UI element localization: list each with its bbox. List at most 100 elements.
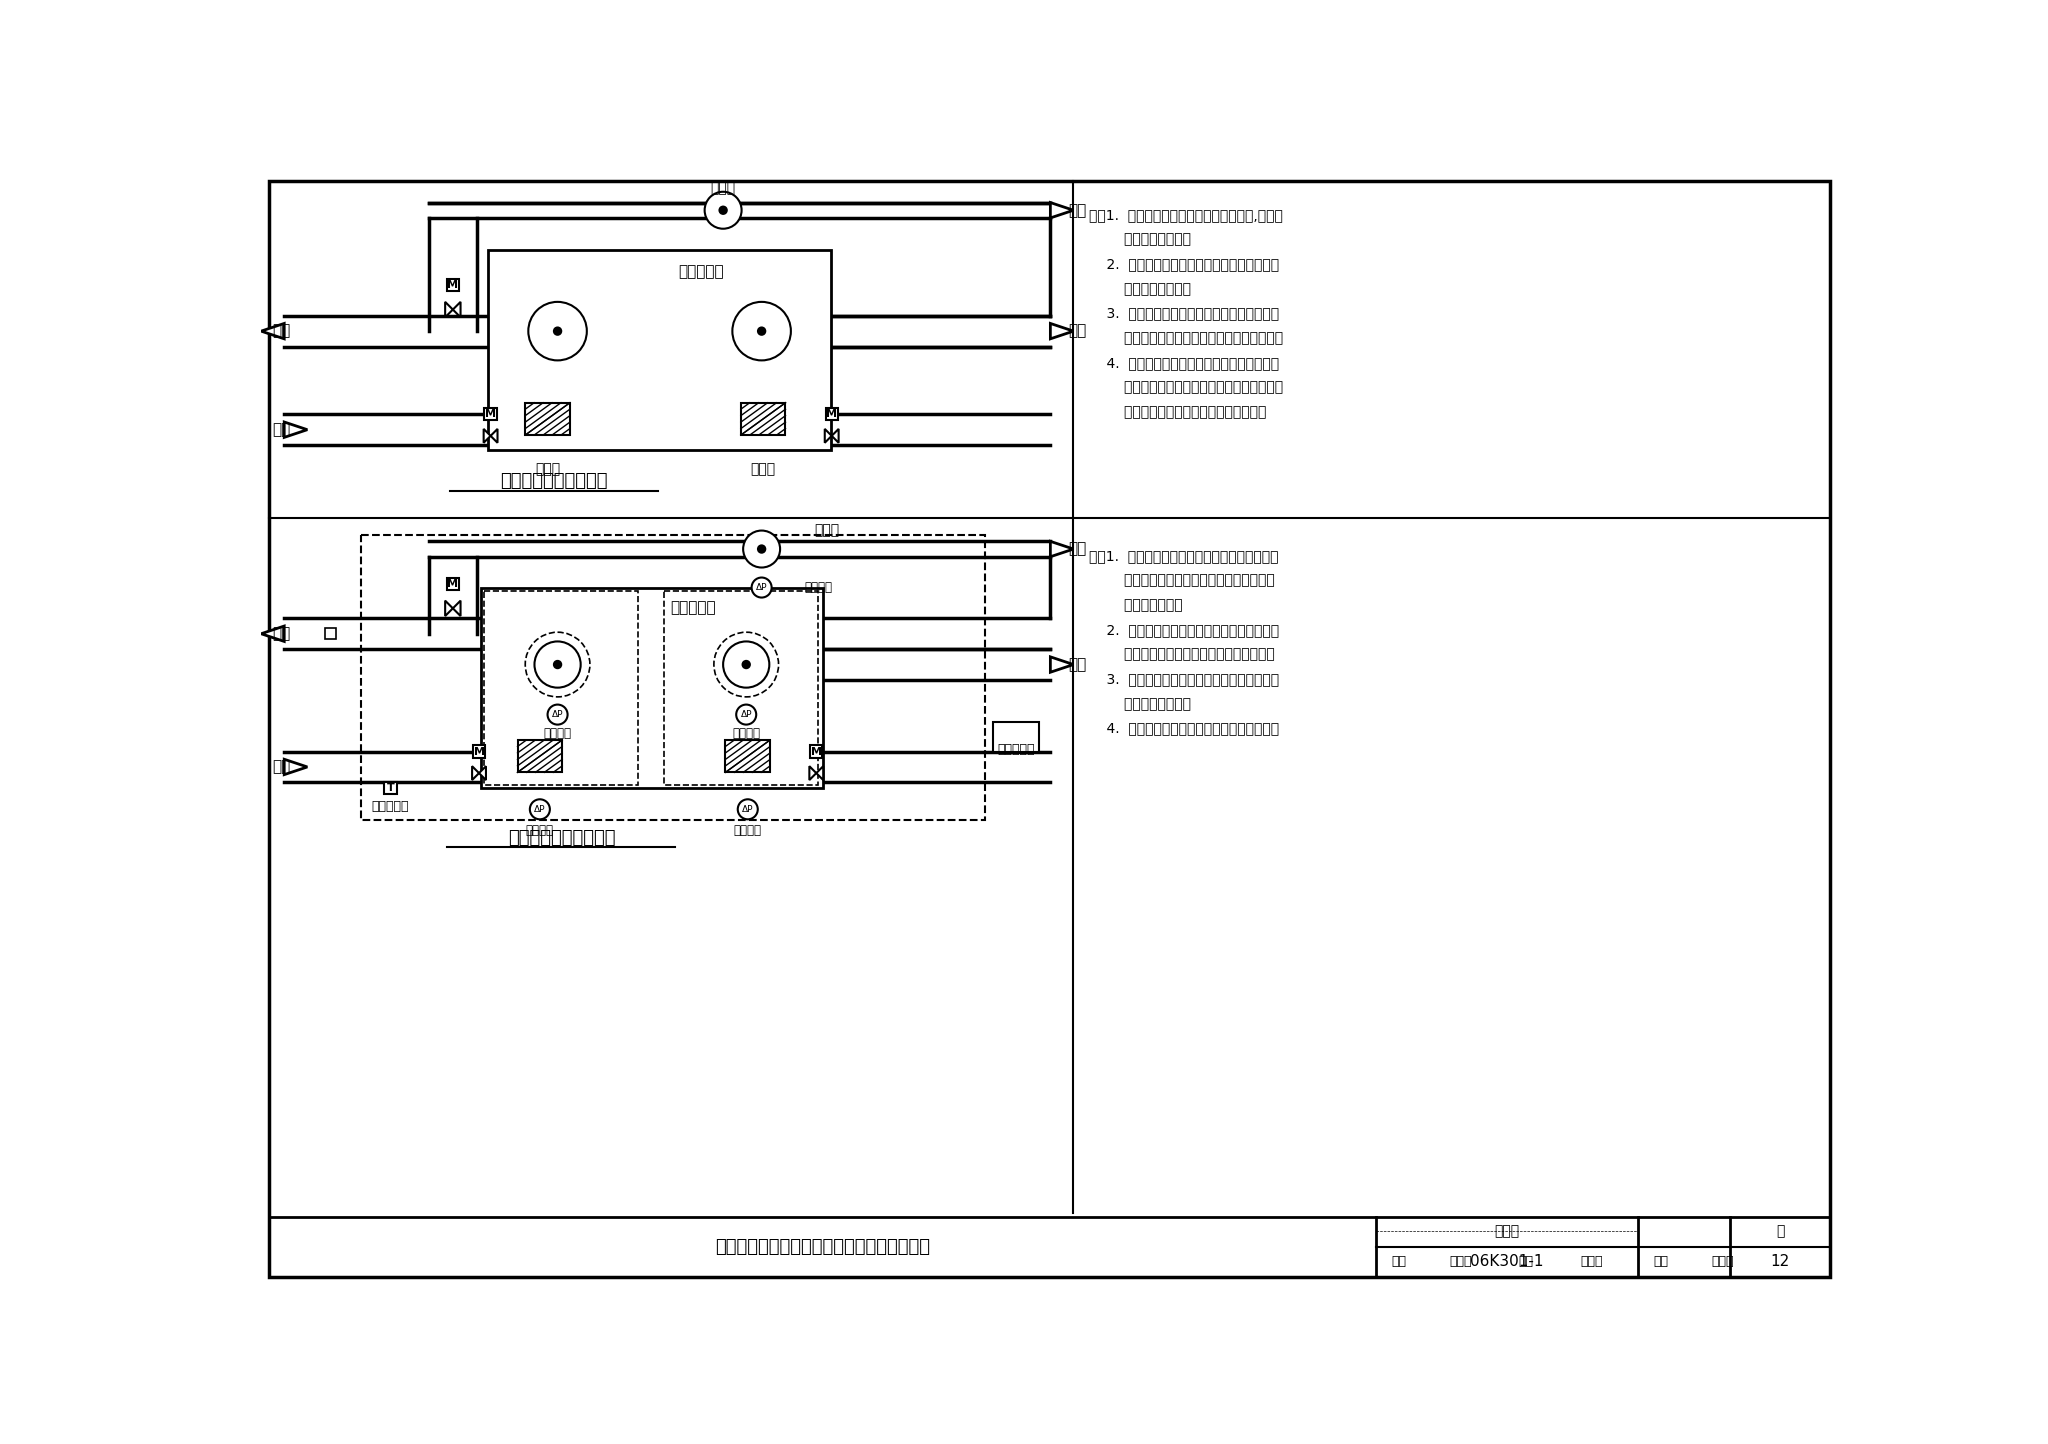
Text: 过滤器: 过滤器 — [535, 462, 559, 477]
Circle shape — [752, 578, 772, 598]
Text: 2.  外置过滤器设于新风、排风总管时，旁通: 2. 外置过滤器设于新风、排风总管时，旁通 — [1090, 257, 1280, 271]
Text: 注：1.  排风比较干净、不会污染换热器时,排风入: 注：1. 排风比较干净、不会污染换热器时,排风入 — [1090, 208, 1282, 222]
Polygon shape — [1051, 542, 1073, 557]
Text: 殷德刚: 殷德刚 — [1710, 1255, 1733, 1268]
Text: 送风: 送风 — [1069, 657, 1085, 671]
Text: 防冻控制器: 防冻控制器 — [373, 800, 410, 813]
Text: 新风: 新风 — [272, 422, 291, 438]
Text: 3.  通过比较室内、外空气焓差控制旁通阀及: 3. 通过比较室内、外空气焓差控制旁通阀及 — [1090, 673, 1280, 686]
Bar — [446, 578, 459, 589]
Text: M: M — [825, 409, 838, 419]
Polygon shape — [444, 601, 453, 617]
Bar — [326, 628, 336, 640]
Bar — [741, 403, 786, 435]
Bar — [524, 403, 569, 435]
Circle shape — [530, 800, 549, 819]
Text: 排风机: 排风机 — [711, 182, 735, 196]
Text: 新风换气机: 新风换气机 — [670, 601, 717, 615]
Text: ΔP: ΔP — [756, 583, 768, 592]
Bar — [485, 409, 498, 420]
Text: 设计: 设计 — [1653, 1255, 1669, 1268]
Circle shape — [705, 192, 741, 228]
Text: 带旁通系统流程图、控制原理图（风机内置）: 带旁通系统流程图、控制原理图（风机内置） — [715, 1238, 930, 1256]
Text: 06K301-1: 06K301-1 — [1470, 1255, 1544, 1269]
Text: 过滤器: 过滤器 — [752, 462, 776, 477]
Polygon shape — [492, 429, 498, 443]
Text: 旁通控制器: 旁通控制器 — [997, 742, 1034, 755]
Bar — [473, 745, 485, 758]
Text: 压差报警: 压差报警 — [526, 823, 553, 836]
Polygon shape — [285, 760, 307, 774]
Polygon shape — [1051, 202, 1073, 218]
Bar — [725, 739, 770, 773]
Circle shape — [715, 632, 778, 697]
Polygon shape — [285, 422, 307, 438]
Text: 压差报警: 压差报警 — [733, 823, 762, 836]
Bar — [811, 745, 823, 758]
Polygon shape — [479, 767, 485, 780]
Text: 新风换气机: 新风换气机 — [678, 264, 723, 279]
Circle shape — [723, 641, 770, 687]
Bar — [518, 739, 563, 773]
Circle shape — [733, 302, 791, 361]
Polygon shape — [1051, 323, 1073, 339]
Text: 图集号: 图集号 — [1495, 1225, 1520, 1239]
Polygon shape — [831, 429, 838, 443]
Text: 注：1.  风机压差检测信号根据楼宇自控的整体要: 注：1. 风机压差检测信号根据楼宇自控的整体要 — [1090, 549, 1278, 563]
Text: 口可不设过滤器。: 口可不设过滤器。 — [1090, 232, 1190, 247]
Bar — [664, 591, 817, 784]
Text: 审核: 审核 — [1391, 1255, 1407, 1268]
Text: 此时应计算送、排风量是否满足需求。: 此时应计算送、排风量是否满足需求。 — [1090, 406, 1266, 419]
Text: 排风: 排风 — [1069, 542, 1085, 556]
Text: 李远学: 李远学 — [1450, 1255, 1473, 1268]
Circle shape — [553, 328, 561, 335]
Circle shape — [535, 641, 582, 687]
Text: ΔP: ΔP — [551, 710, 563, 719]
Text: 压差检测: 压差检测 — [805, 580, 831, 593]
Text: 开启旁通排风机和新风换气机内的送风机。: 开启旁通排风机和新风换气机内的送风机。 — [1090, 380, 1282, 394]
Text: 压差检测: 压差检测 — [733, 728, 760, 741]
Bar — [268, 1217, 1831, 1276]
Text: 条件选择使用。: 条件选择使用。 — [1090, 598, 1182, 612]
Text: 排风: 排风 — [272, 323, 291, 339]
Text: T: T — [387, 783, 395, 793]
Circle shape — [743, 530, 780, 567]
Text: M: M — [473, 747, 485, 757]
Polygon shape — [453, 601, 461, 617]
Bar — [360, 536, 985, 820]
Polygon shape — [260, 627, 285, 641]
Polygon shape — [817, 767, 823, 780]
Circle shape — [737, 800, 758, 819]
Text: 页: 页 — [1776, 1225, 1784, 1239]
Text: 冻的地区，新风入口可不设开关联锁风阀。: 冻的地区，新风入口可不设开关联锁风阀。 — [1090, 331, 1282, 345]
Text: 3.  夏热冬暖地区，温和地区以及系统不会霜: 3. 夏热冬暖地区，温和地区以及系统不会霜 — [1090, 306, 1280, 321]
Polygon shape — [453, 302, 461, 318]
Text: 排风机: 排风机 — [815, 524, 840, 537]
Text: ΔP: ΔP — [535, 804, 545, 814]
Text: 4.  在过渡季节利用全新风或冬季新风供冷时: 4. 在过渡季节利用全新风或冬季新风供冷时 — [1090, 355, 1280, 370]
Circle shape — [735, 705, 756, 725]
Polygon shape — [1051, 657, 1073, 673]
Polygon shape — [825, 429, 831, 443]
Text: 压差检测: 压差检测 — [543, 728, 571, 741]
Circle shape — [719, 206, 727, 214]
Text: 旁通风机的开启。: 旁通风机的开启。 — [1090, 697, 1190, 710]
Text: 秦长辉: 秦长辉 — [1581, 1255, 1604, 1268]
Text: M: M — [446, 579, 459, 589]
Text: 求选择使用。防霜冻控制器根据各地气候: 求选择使用。防霜冻控制器根据各地气候 — [1090, 573, 1274, 588]
Polygon shape — [473, 767, 479, 780]
Text: ΔP: ΔP — [741, 710, 752, 719]
Bar — [487, 250, 831, 451]
Circle shape — [547, 705, 567, 725]
Text: ΔP: ΔP — [741, 804, 754, 814]
Polygon shape — [483, 429, 492, 443]
Text: 新风换气机控制原理图: 新风换气机控制原理图 — [508, 829, 614, 846]
Text: 管可不设过滤器。: 管可不设过滤器。 — [1090, 282, 1190, 296]
Bar — [446, 279, 459, 292]
Text: 12: 12 — [1772, 1255, 1790, 1269]
Text: 校对: 校对 — [1518, 1255, 1534, 1268]
Circle shape — [528, 302, 588, 361]
Polygon shape — [809, 767, 817, 780]
Text: 新风: 新风 — [272, 760, 291, 774]
Circle shape — [741, 661, 750, 669]
